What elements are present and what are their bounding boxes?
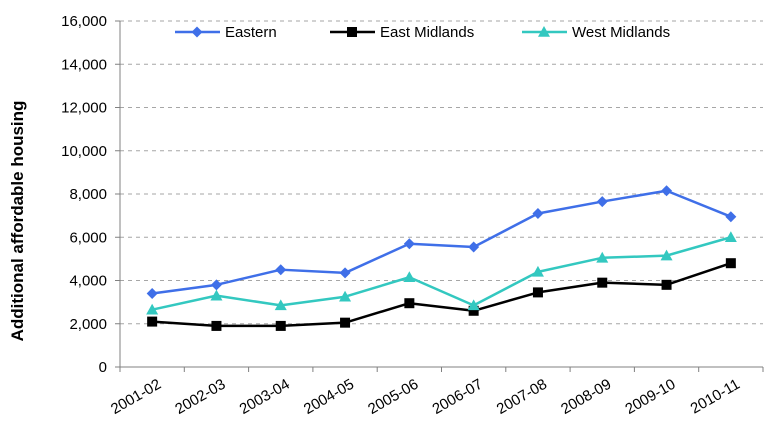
data-point (468, 305, 479, 316)
series-west-midlands (146, 231, 737, 315)
data-point (211, 320, 222, 331)
y-tick-label: 12,000 (61, 100, 107, 117)
x-tick-label: 2004-05 (301, 376, 357, 418)
data-point (661, 279, 672, 290)
y-tick-label: 6,000 (69, 229, 107, 246)
legend-entry: West Midlands (522, 24, 670, 41)
data-point (660, 249, 673, 261)
legend: Eastern East Midlands West Midlands (175, 24, 670, 41)
y-tick-label: 2,000 (69, 316, 107, 333)
x-tick-label: 2010-11 (688, 376, 743, 418)
data-point (146, 303, 159, 315)
y-tick-label: 14,000 (61, 56, 107, 73)
legend-entry: Eastern (175, 24, 277, 41)
series (146, 185, 737, 331)
x-tick-label: 2006-07 (429, 376, 485, 418)
legend-marker (347, 27, 357, 37)
gridlines (120, 20, 763, 325)
x-tick-label: 2008-09 (558, 376, 614, 418)
data-point (597, 277, 608, 288)
data-point (724, 231, 737, 243)
series-east-midlands (147, 258, 736, 331)
y-tick-label: 16,000 (61, 13, 107, 30)
data-point (146, 287, 158, 299)
data-point (468, 241, 480, 253)
x-tick-label: 2003-04 (237, 376, 293, 418)
y-axis-label: Additional affordable housing (8, 101, 27, 342)
data-point (339, 267, 351, 279)
x-tick-label: 2005-06 (365, 376, 421, 418)
series-line (151, 236, 732, 311)
data-point (596, 251, 609, 263)
data-point (532, 287, 543, 298)
legend-label: Eastern (225, 24, 277, 41)
y-tick-labels: 0 2,000 4,000 6,000 8,000 10,000 12,000 14,000 1… (61, 13, 107, 376)
x-tick-label: 2002-03 (172, 376, 228, 418)
data-point (532, 207, 544, 219)
y-tick-label: 8,000 (69, 186, 107, 203)
data-point (596, 196, 608, 208)
legend-label: East Midlands (380, 24, 474, 41)
legend-label: West Midlands (572, 24, 670, 41)
data-point (725, 258, 736, 269)
y-tick-label: 0 (99, 359, 107, 376)
data-point (275, 264, 287, 276)
data-point (274, 299, 287, 311)
x-tick-labels: 2001-02 2002-03 2003-04 2004-05 2005-06 2006-… (108, 376, 743, 418)
x-tick-label: 2007-08 (494, 376, 550, 418)
data-point (339, 290, 352, 302)
legend-entry: East Midlands (330, 24, 474, 41)
y-tick-label: 4,000 (69, 273, 107, 290)
data-point (210, 279, 222, 291)
data-point (404, 298, 415, 309)
axes (115, 20, 764, 372)
data-point (403, 238, 415, 250)
data-point (275, 320, 286, 331)
legend-marker (538, 26, 550, 37)
legend-marker (191, 26, 203, 38)
data-point (661, 185, 673, 197)
data-point (531, 265, 544, 277)
data-point (467, 299, 480, 311)
data-point (147, 316, 158, 327)
series-line (151, 189, 732, 295)
series-eastern (146, 185, 737, 299)
data-point (210, 289, 223, 301)
data-point (403, 271, 416, 283)
y-tick-label: 10,000 (61, 143, 107, 160)
x-tick-label: 2001-02 (108, 376, 164, 418)
data-point (725, 211, 737, 223)
data-point (340, 317, 351, 328)
x-tick-label: 2009-10 (622, 376, 678, 418)
series-line (152, 262, 732, 328)
